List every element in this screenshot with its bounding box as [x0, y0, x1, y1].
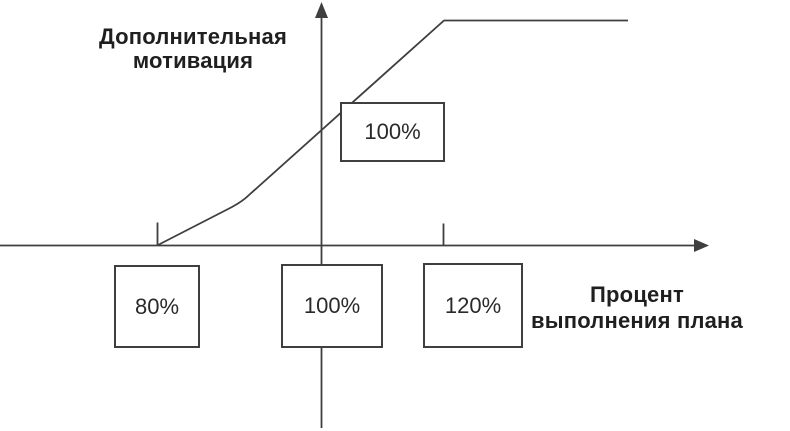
x-axis-box-100-label: 100%	[303, 293, 361, 318]
y-axis-title: Дополнительная мотивация	[72, 25, 314, 73]
x-axis-title-line1: Процент	[590, 282, 684, 307]
y-axis-arrow-icon	[315, 2, 328, 18]
y-axis-title-line1: Дополнительная	[98, 24, 288, 49]
motivation-curve	[157, 19, 628, 246]
x-axis-box-120: 120%	[423, 263, 523, 348]
x-axis-box-120-label: 120%	[444, 292, 502, 318]
cap-value-label: 100%	[364, 119, 421, 144]
x-axis-title: Процент выполнения плана	[518, 282, 756, 334]
x-axis-title-line2: выполнения плана	[531, 308, 743, 333]
x-axis-arrow-icon	[694, 239, 709, 252]
x-axis-box-100: 100%	[281, 264, 383, 348]
y-axis-title-line2: мотивация	[132, 48, 254, 73]
x-axis-box-80-label: 80%	[134, 293, 180, 319]
cap-value-box: 100%	[340, 102, 445, 162]
x-axis-box-80: 80%	[114, 265, 200, 348]
